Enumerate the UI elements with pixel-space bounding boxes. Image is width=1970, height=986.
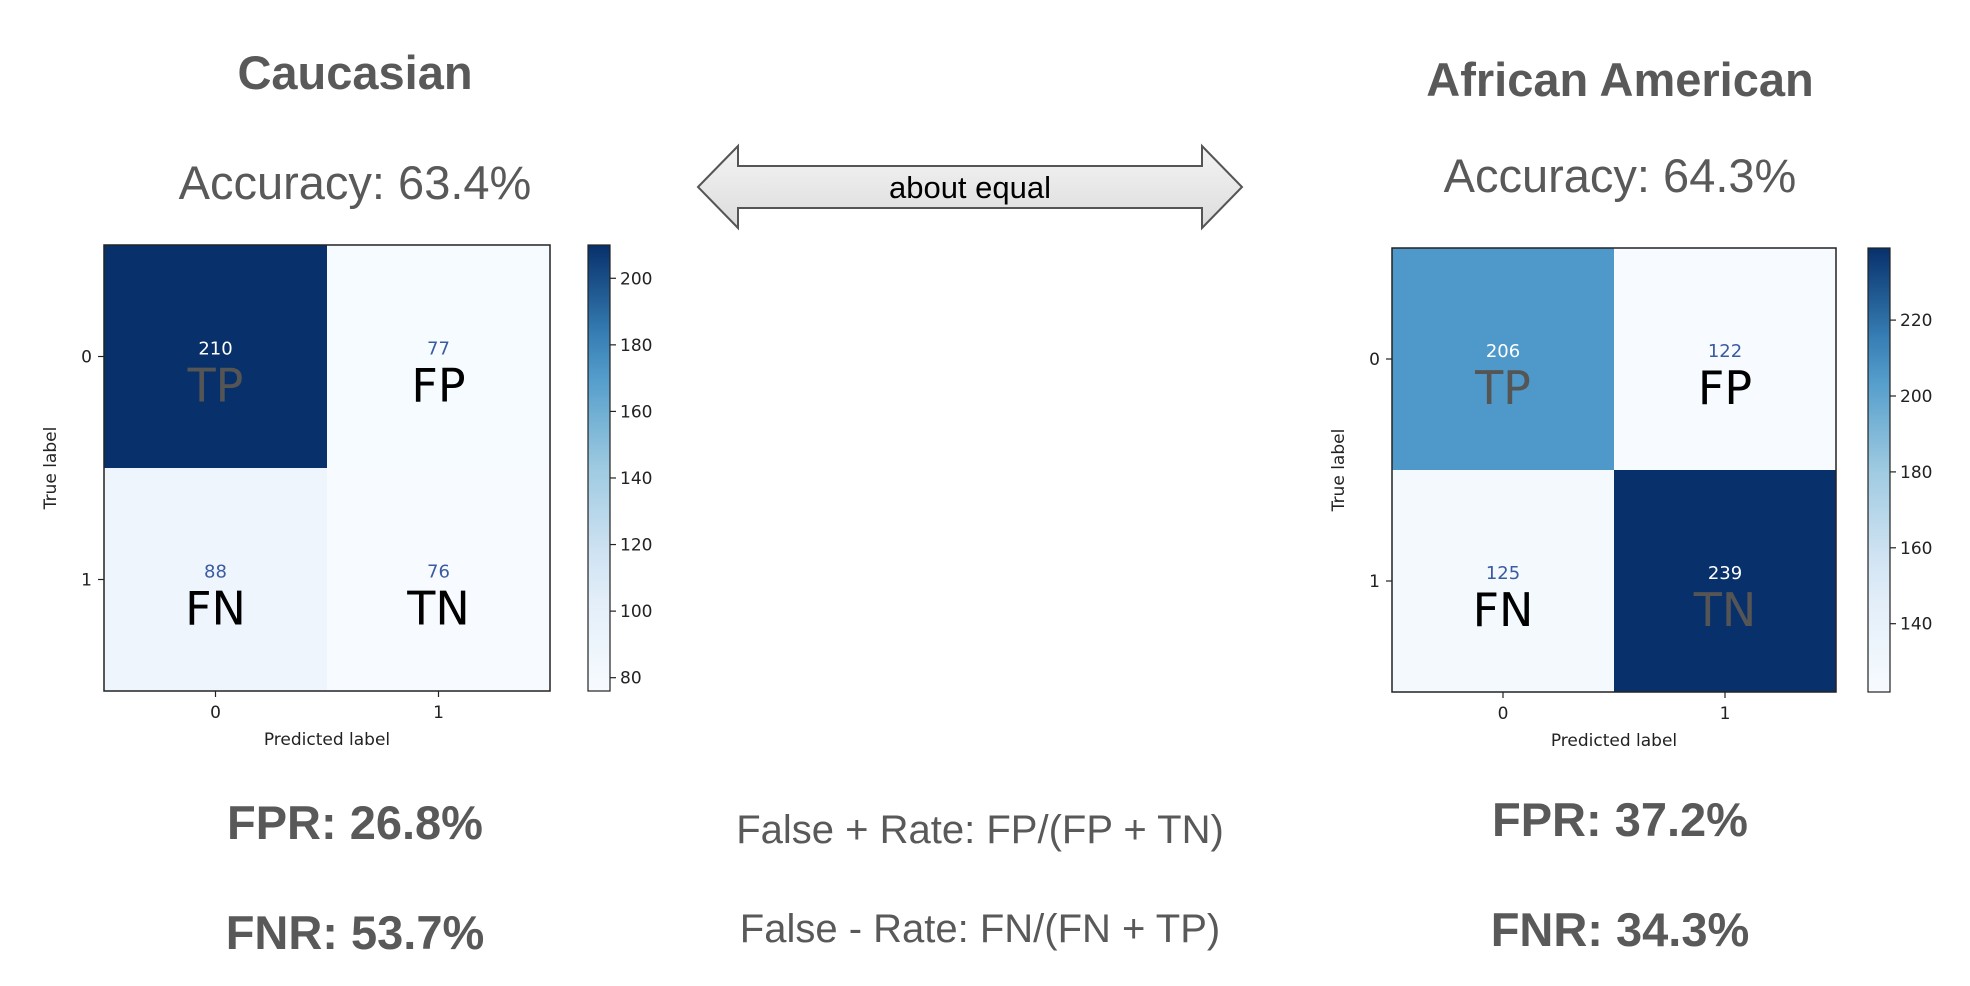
matrix-cell	[104, 468, 327, 691]
y-tick-label: 0	[81, 348, 92, 368]
matrix-cell	[1614, 470, 1836, 692]
x-axis-label: Predicted label	[1551, 731, 1677, 751]
fpr-african-american: FPR: 37.2%	[1492, 793, 1748, 846]
colorbar	[587, 244, 611, 692]
cell-value: 77	[427, 339, 450, 360]
colorbar-tick-label: 200	[1900, 387, 1932, 407]
matrix-frame	[103, 244, 551, 692]
cell-label: FP	[411, 359, 465, 413]
colorbar	[1867, 247, 1891, 693]
fnr-african-american: FNR: 34.3%	[1490, 903, 1750, 956]
arrow-label: about equal	[888, 170, 1052, 205]
cell-label: TP	[1474, 361, 1531, 415]
cell-label: TN	[1693, 583, 1757, 637]
accuracy-african-american: Accuracy: 64.3%	[1443, 149, 1797, 202]
matrix-cell	[327, 245, 550, 468]
accuracy-caucasian: Accuracy: 63.4%	[178, 156, 532, 209]
colorbar-tick-label: 160	[1900, 539, 1932, 559]
double-arrow-icon	[696, 143, 1244, 231]
colorbar-tick-label: 220	[1900, 311, 1932, 331]
cell-value: 210	[198, 339, 232, 360]
y-tick-label: 1	[1369, 572, 1380, 592]
colorbar-tick-label: 160	[620, 402, 652, 422]
cell-label: TN	[406, 582, 470, 636]
colorbar-tick-label: 100	[620, 602, 652, 622]
y-tick-label: 0	[1369, 350, 1380, 370]
cell-label: FP	[1698, 361, 1752, 415]
colorbar-tick-label: 180	[1900, 463, 1932, 483]
cell-label: FN	[1473, 583, 1534, 637]
colorbar-tick-label: 200	[620, 269, 652, 289]
colorbar-tick-label: 140	[1900, 615, 1932, 635]
colorbar-tick-label: 80	[620, 669, 642, 689]
matrix-cell	[1614, 248, 1836, 470]
y-axis-label: True label	[41, 427, 61, 511]
matrix-cell	[104, 245, 327, 468]
matrix-cell	[327, 468, 550, 691]
fnr-caucasian: FNR: 53.7%	[225, 906, 485, 959]
cell-value: 239	[1708, 563, 1742, 584]
colorbar-tick-label: 140	[620, 469, 652, 489]
cell-label: TP	[187, 359, 244, 413]
cell-value: 206	[1486, 341, 1520, 362]
y-tick-label: 1	[81, 571, 92, 591]
cell-label: FN	[185, 582, 246, 636]
formula-fpr: False + Rate: FP/(FP + TN)	[736, 808, 1224, 852]
fpr-caucasian: FPR: 26.8%	[227, 796, 483, 849]
group-title-caucasian: Caucasian	[237, 46, 473, 99]
cell-value: 88	[204, 562, 227, 583]
matrix-cell	[1392, 248, 1614, 470]
y-axis-label: True label	[1329, 429, 1349, 513]
matrix-cell	[1392, 470, 1614, 692]
x-tick-label: 0	[1498, 704, 1509, 724]
x-tick-label: 1	[1720, 704, 1731, 724]
colorbar-tick-label: 120	[620, 536, 652, 556]
matrix-frame	[1391, 247, 1837, 693]
formula-fnr: False - Rate: FN/(FN + TP)	[739, 907, 1221, 951]
colorbar-tick-label: 180	[620, 336, 652, 356]
cell-value: 122	[1708, 341, 1742, 362]
group-title-african-american: African American	[1426, 53, 1814, 106]
x-tick-label: 1	[433, 703, 444, 723]
x-axis-label: Predicted label	[264, 730, 390, 750]
cell-value: 125	[1486, 563, 1520, 584]
x-tick-label: 0	[210, 703, 221, 723]
cell-value: 76	[427, 562, 450, 583]
